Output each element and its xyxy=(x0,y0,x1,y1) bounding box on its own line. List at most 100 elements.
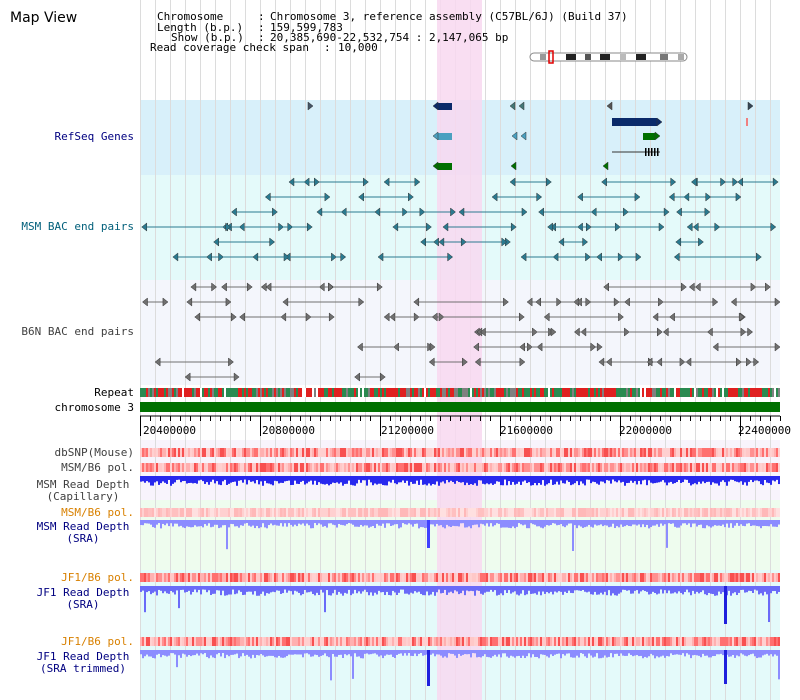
polymorphism-cell xyxy=(528,637,530,646)
polymorphism-cell xyxy=(148,463,150,472)
read-depth-bar xyxy=(268,650,270,656)
read-depth-bar xyxy=(646,586,648,592)
polymorphism-cell xyxy=(572,573,574,582)
polymorphism-cell xyxy=(420,573,422,582)
polymorphism-cell xyxy=(364,637,366,646)
polymorphism-cell xyxy=(208,463,210,472)
polymorphism-cell xyxy=(674,463,676,472)
read-depth-bar xyxy=(620,476,622,483)
read-depth-bar xyxy=(278,520,280,526)
read-depth-bar xyxy=(292,586,294,595)
read-depth-bar xyxy=(548,520,550,526)
polymorphism-cell xyxy=(392,637,394,646)
polymorphism-cell xyxy=(522,637,524,646)
read-depth-bar xyxy=(462,476,464,483)
read-depth-bar xyxy=(424,520,426,528)
polymorphism-cell xyxy=(354,448,356,457)
polymorphism-cell xyxy=(426,448,428,457)
polymorphism-cell xyxy=(336,448,338,457)
read-depth-bar xyxy=(160,476,162,484)
strand-arrow xyxy=(732,177,739,187)
polymorphism-cell xyxy=(568,508,570,517)
polymorphism-cell xyxy=(274,637,276,646)
polymorphism-cell xyxy=(396,637,398,646)
polymorphism-cell xyxy=(544,637,546,646)
strand-arrow xyxy=(442,222,449,232)
read-depth-bar xyxy=(600,476,602,482)
polymorphism-cell xyxy=(530,448,532,457)
polymorphism-cell xyxy=(714,508,716,517)
read-depth-bar xyxy=(424,476,426,485)
repeat-segment xyxy=(742,388,744,397)
polymorphism-cell xyxy=(642,448,644,457)
track-label-msm-bac[interactable]: MSM BAC end pairs xyxy=(21,220,134,233)
read-depth-bar xyxy=(610,650,612,654)
track-label-b6n-bac[interactable]: B6N BAC end pairs xyxy=(21,325,134,338)
polymorphism-cell xyxy=(468,573,470,582)
polymorphism-cell xyxy=(276,463,278,472)
read-depth-bar xyxy=(542,650,544,655)
polymorphism-cell xyxy=(416,573,418,582)
polymorphism-cell xyxy=(376,448,378,457)
read-depth-bar xyxy=(196,586,198,593)
polymorphism-cell xyxy=(476,448,478,457)
polymorphism-cell xyxy=(580,573,582,582)
read-depth-bar xyxy=(194,586,196,590)
polymorphism-cell xyxy=(598,573,600,582)
polymorphism-cell xyxy=(770,508,772,517)
polymorphism-cell xyxy=(730,463,732,472)
strand-arrow xyxy=(190,282,197,292)
polymorphism-cell xyxy=(176,637,178,646)
polymorphism-cell xyxy=(472,573,474,582)
read-depth-bar xyxy=(260,586,262,594)
polymorphism-cell xyxy=(716,463,718,472)
polymorphism-cell xyxy=(330,637,332,646)
repeat-segment xyxy=(408,388,410,397)
polymorphism-cell xyxy=(296,637,298,646)
polymorphism-cell xyxy=(778,448,780,457)
strand-arrow xyxy=(602,161,609,171)
read-depth-bar xyxy=(628,476,630,483)
polymorphism-cell xyxy=(590,463,592,472)
polymorphism-cell xyxy=(154,463,156,472)
polymorphism-cell xyxy=(282,637,284,646)
read-depth-bar xyxy=(540,586,542,596)
polymorphism-cell xyxy=(176,463,178,472)
read-depth-bar xyxy=(402,476,404,481)
polymorphism-cell xyxy=(610,448,612,457)
polymorphism-cell xyxy=(762,448,764,457)
polymorphism-cell xyxy=(622,463,624,472)
polymorphism-cell xyxy=(236,448,238,457)
polymorphism-cell xyxy=(228,448,230,457)
polymorphism-cell xyxy=(752,448,754,457)
read-depth-bar xyxy=(704,586,706,595)
polymorphism-cell xyxy=(522,463,524,472)
polymorphism-cell xyxy=(546,463,548,472)
strand-arrow xyxy=(669,312,675,322)
polymorphism-cell xyxy=(280,637,282,646)
strand-arrow xyxy=(272,207,278,217)
polymorphism-cell xyxy=(226,573,228,582)
repeat-segment xyxy=(280,388,282,397)
polymorphism-cell xyxy=(576,448,578,457)
track-label-refseq[interactable]: RefSeq Genes xyxy=(54,130,134,143)
polymorphism-cell xyxy=(376,573,378,582)
track-label-msm-b6-pol-1: MSM/B6 pol. xyxy=(61,461,134,474)
polymorphism-cell xyxy=(168,463,170,472)
read-depth-bar xyxy=(614,520,616,529)
polymorphism-cell xyxy=(734,448,736,457)
read-depth-bar xyxy=(474,520,476,525)
read-depth-bar xyxy=(412,476,414,484)
polymorphism-cell xyxy=(696,508,698,517)
repeat-segment xyxy=(754,388,756,397)
polymorphism-cell xyxy=(476,463,478,472)
read-depth-bar xyxy=(206,476,208,483)
polymorphism-cell xyxy=(316,637,318,646)
polymorphism-cell xyxy=(334,637,336,646)
read-depth-bar xyxy=(154,650,156,659)
ideogram-band xyxy=(540,54,546,60)
polymorphism-cell xyxy=(244,508,246,517)
polymorphism-cell xyxy=(582,508,584,517)
